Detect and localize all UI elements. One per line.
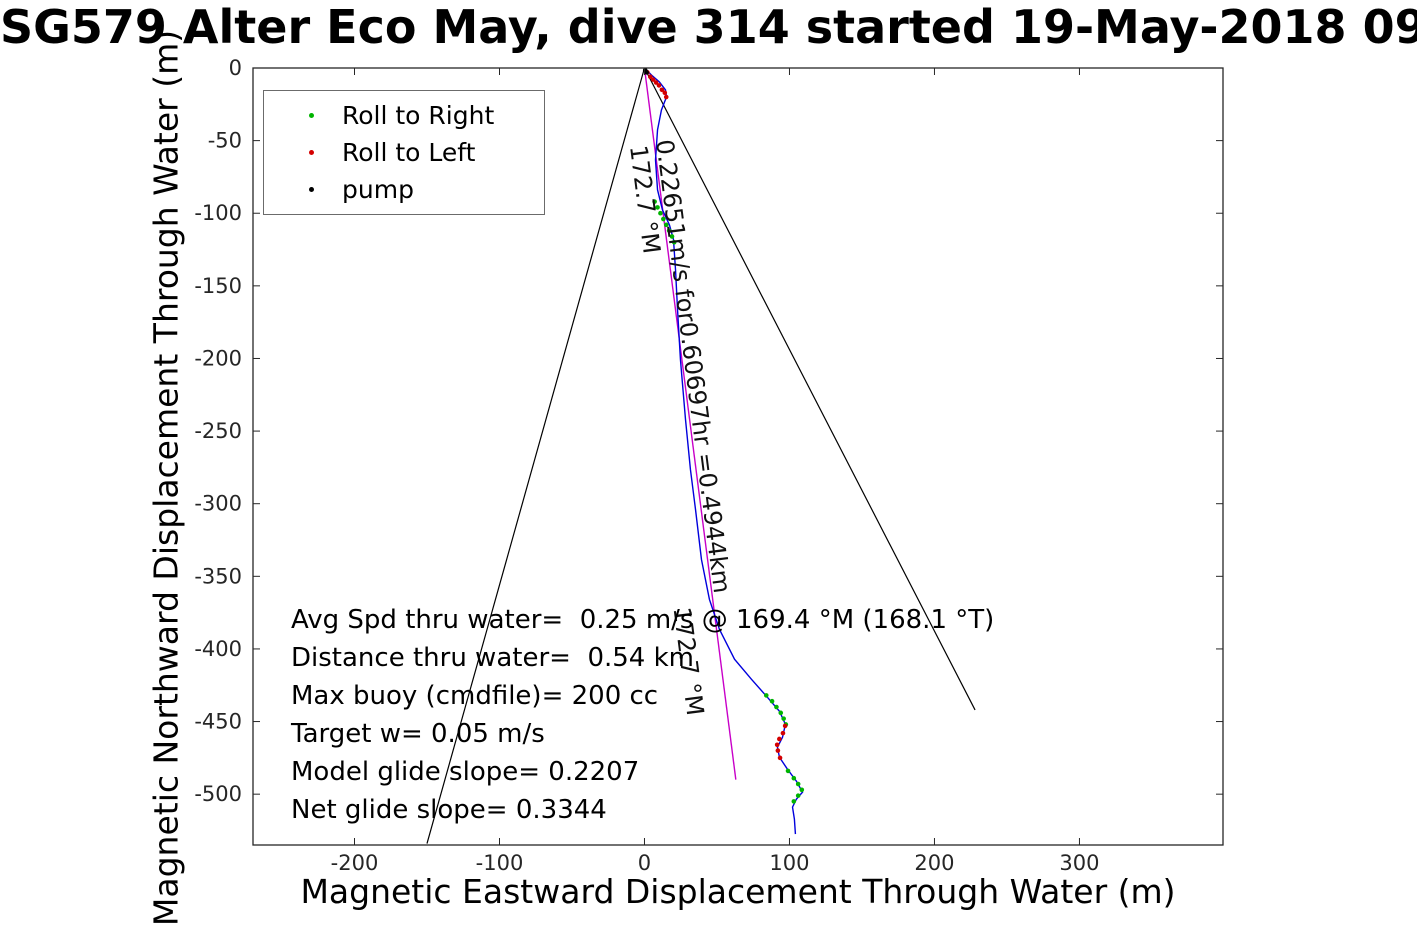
y-axis-label: Magnetic Northward Displacement Through … — [146, 29, 186, 927]
stat-model-glide: Model glide slope= 0.2207 — [291, 757, 640, 787]
figure-title: SG579 Alter Eco May, dive 314 started 19… — [0, 0, 1417, 54]
roll-to-right-markers-point — [669, 234, 675, 239]
roll-to-right-markers-point — [666, 228, 672, 233]
roll-to-right-marker-icon — [309, 113, 314, 118]
legend-label: pump — [342, 175, 414, 204]
stat-avg-speed: Avg Spd thru water= 0.25 m/s @ 169.4 °M … — [291, 605, 995, 635]
roll-to-left-markers-point — [782, 723, 788, 729]
roll-to-right-markers-point — [795, 781, 801, 787]
x-axis-label: Magnetic Eastward Displacement Through W… — [300, 872, 1176, 911]
y-tick-label: 0 — [229, 56, 242, 80]
bearing-envelope-right — [643, 67, 976, 711]
pump-marker-icon — [309, 187, 314, 192]
roll-to-left-markers-point — [774, 742, 780, 748]
roll-to-left-markers-point — [777, 755, 783, 761]
x-tick-label: 300 — [1059, 851, 1099, 875]
dive-stats-annotation: Avg Spd thru water= 0.25 m/s @ 169.4 °M … — [291, 601, 994, 829]
roll-to-left-markers-point — [656, 83, 662, 88]
roll-to-right-markers-point — [652, 199, 657, 204]
roll-to-left-markers-point — [659, 87, 665, 93]
roll-to-left-markers-point — [775, 748, 781, 753]
x-tick-label: 0 — [638, 851, 651, 875]
roll-to-right-markers-point — [671, 239, 677, 245]
y-tick-label: -400 — [194, 637, 242, 661]
roll-to-right-markers-point — [658, 210, 663, 216]
legend-entry-roll-to-right: Roll to Right — [264, 101, 544, 130]
axes-frame — [252, 67, 1224, 846]
y-tick-label: -300 — [194, 492, 242, 516]
legend-entry-pump: pump — [264, 175, 544, 204]
roll-to-right-markers-point — [791, 775, 797, 781]
stat-distance: Distance thru water= 0.54 km — [291, 643, 694, 673]
track-annotation-0: 0.22651m/s for0.60697hr =0.4944km — [650, 138, 736, 595]
x-tick-label: -100 — [476, 851, 524, 875]
y-tick-label: -50 — [208, 129, 242, 153]
roll-to-right-markers-point — [763, 693, 769, 698]
avg-course-line — [643, 67, 737, 780]
legend-entry-roll-to-left: Roll to Left — [264, 138, 544, 167]
roll-to-right-markers-point — [663, 222, 669, 228]
pump-markers-point — [644, 70, 649, 75]
bearing-envelope-left — [426, 67, 646, 844]
roll-to-right-markers-point — [785, 768, 791, 774]
roll-to-left-marker-icon — [309, 150, 314, 155]
stat-max-buoy: Max buoy (cmdfile)= 200 cc — [291, 681, 659, 711]
roll-to-right-markers-point — [799, 787, 805, 793]
roll-to-left-markers-point — [650, 77, 656, 82]
roll-to-right-markers-point — [661, 216, 666, 222]
y-tick-label: -350 — [194, 564, 242, 588]
y-tick-label: -500 — [194, 782, 242, 806]
roll-to-right-markers-point — [795, 793, 801, 798]
stat-target-w: Target w= 0.05 m/s — [291, 719, 545, 749]
x-tick-label: 100 — [769, 851, 809, 875]
x-tick-label: -200 — [331, 851, 379, 875]
legend-label: Roll to Left — [342, 138, 476, 167]
roll-to-right-markers-point — [778, 710, 784, 716]
legend-label: Roll to Right — [342, 101, 495, 130]
y-tick-label: -450 — [194, 710, 242, 734]
roll-to-right-markers-point — [655, 205, 660, 210]
roll-to-left-markers-point — [662, 90, 668, 95]
roll-to-right-markers-point — [774, 704, 779, 710]
stat-net-glide: Net glide slope= 0.3344 — [291, 795, 607, 825]
roll-to-right-markers-point — [781, 716, 786, 721]
y-tick-label: -100 — [194, 201, 242, 225]
legend: Roll to Right Roll to Left pump — [263, 90, 545, 215]
y-tick-label: -150 — [194, 274, 242, 298]
roll-to-left-markers-point — [777, 736, 782, 742]
roll-to-right-markers-point — [791, 799, 797, 804]
roll-to-left-markers-point — [780, 730, 786, 736]
y-tick-label: -200 — [194, 346, 242, 370]
roll-to-left-markers-point — [647, 74, 653, 80]
y-tick-label: -250 — [194, 419, 242, 443]
x-tick-label: 200 — [914, 851, 954, 875]
roll-to-right-markers-point — [769, 698, 775, 704]
roll-to-left-markers-point — [653, 80, 659, 85]
roll-to-left-markers-point — [663, 94, 669, 100]
